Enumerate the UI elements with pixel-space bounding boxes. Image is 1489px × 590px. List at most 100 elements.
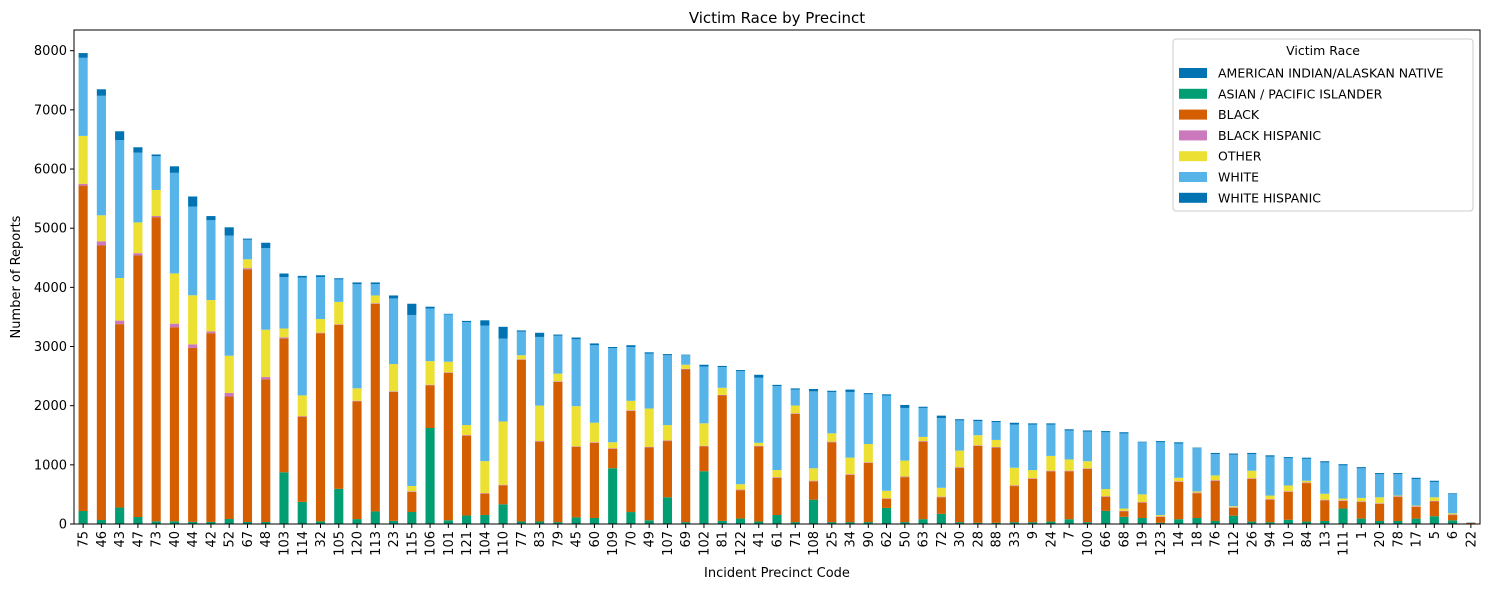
bar-76-series-5 <box>1210 454 1220 476</box>
bar-102-series-3 <box>699 445 709 447</box>
bar-63-series-5 <box>918 407 928 437</box>
bar-1-series-3 <box>1356 501 1366 503</box>
bar-9-series-5 <box>1028 424 1038 471</box>
bar-114-series-4 <box>297 395 307 417</box>
bar-60-series-5 <box>589 345 599 423</box>
bar-49-series-5 <box>644 353 654 409</box>
y-tick-label: 2000 <box>34 399 67 414</box>
bar-17-series-1 <box>1411 518 1421 524</box>
bar-52-series-3 <box>224 392 234 397</box>
bar-41-series-1 <box>754 521 764 524</box>
bar-90-series-2 <box>863 462 873 523</box>
bar-23-series-1 <box>388 520 399 524</box>
bar-69-series-1 <box>681 522 691 524</box>
x-tick-label: 113 <box>369 531 384 556</box>
x-tick-label: 79 <box>551 531 566 548</box>
bar-77-series-6 <box>516 330 526 332</box>
bar-103-series-4 <box>279 328 289 338</box>
bar-42-series-3 <box>206 331 216 334</box>
bar-105-series-3 <box>334 324 344 325</box>
bar-78-series-1 <box>1393 520 1403 524</box>
bar-100-series-6 <box>1082 430 1092 432</box>
legend: Victim Race AMERICAN INDIAN/ALASKAN NATI… <box>1172 38 1474 212</box>
bar-70-series-4 <box>626 400 636 411</box>
bar-46-series-5 <box>96 95 106 216</box>
bar-79-series-1 <box>553 522 563 524</box>
bar-41-series-4 <box>754 442 764 446</box>
bar-83-series-5 <box>535 336 545 406</box>
bar-10-series-5 <box>1283 458 1293 486</box>
bar-6-series-1 <box>1448 520 1458 524</box>
x-tick-label: 123 <box>1154 531 1169 556</box>
bar-28-series-5 <box>973 421 983 436</box>
bar-75-series-2 <box>78 185 88 511</box>
bar-19-series-6 <box>1137 441 1147 443</box>
bar-67-series-4 <box>242 259 253 269</box>
x-tick-label: 83 <box>533 531 548 548</box>
bar-28-series-2 <box>973 445 983 523</box>
x-tick-label: 71 <box>789 531 804 548</box>
x-tick-label: 30 <box>953 531 968 548</box>
bar-76-series-2 <box>1210 480 1220 521</box>
x-tick-label: 66 <box>1099 531 1114 548</box>
x-tick-label: 121 <box>460 531 475 556</box>
bar-32-series-3 <box>315 332 326 334</box>
bar-88-series-2 <box>991 447 1001 523</box>
x-axis-label: Incident Precinct Code <box>704 566 850 581</box>
bar-63-series-4 <box>918 436 928 442</box>
bar-79-series-6 <box>553 334 563 336</box>
x-tick-label: 110 <box>497 531 512 556</box>
bar-107-series-5 <box>662 355 673 426</box>
bar-45-series-5 <box>571 339 581 407</box>
bar-40-series-3 <box>169 323 179 328</box>
bar-120-series-1 <box>352 519 362 524</box>
bar-66-series-3 <box>1101 496 1111 497</box>
bar-75-series-4 <box>78 135 88 184</box>
legend-label: WHITE HISPANIC <box>1218 190 1321 205</box>
bar-20-series-5 <box>1375 474 1385 498</box>
bar-25-series-2 <box>827 442 837 523</box>
legend-label: ASIAN / PACIFIC ISLANDER <box>1218 86 1383 101</box>
bar-40-series-5 <box>169 172 179 274</box>
bar-106-series-6 <box>425 306 435 309</box>
bar-62-series-3 <box>881 498 892 500</box>
bar-111-series-5 <box>1338 465 1348 499</box>
bar-30-series-6 <box>955 419 965 421</box>
bar-66-series-5 <box>1101 432 1111 490</box>
bar-78-series-2 <box>1393 496 1403 521</box>
bar-20-series-6 <box>1375 473 1385 475</box>
bar-17-series-4 <box>1411 505 1421 507</box>
bar-19-series-4 <box>1137 494 1147 503</box>
bar-43-series-3 <box>115 320 125 325</box>
bar-6-series-3 <box>1448 514 1458 516</box>
bar-61-series-3 <box>772 477 782 478</box>
bar-14-series-4 <box>1174 477 1184 482</box>
bar-102-series-6 <box>699 364 709 367</box>
bar-48-series-3 <box>261 377 271 380</box>
bar-104-series-2 <box>480 493 490 515</box>
bar-41-series-3 <box>754 445 764 447</box>
legend-swatch <box>1179 68 1207 78</box>
bar-42-series-6 <box>206 216 216 221</box>
bar-18-series-6 <box>1192 447 1202 449</box>
bar-107-series-4 <box>662 425 673 441</box>
bar-49-series-2 <box>644 447 654 521</box>
bar-50-series-4 <box>900 460 910 477</box>
bar-44-series-5 <box>188 206 198 296</box>
bar-28-series-4 <box>973 435 983 446</box>
bar-62-series-1 <box>881 507 892 524</box>
bar-107-series-6 <box>662 354 673 356</box>
bar-9-series-3 <box>1028 478 1038 479</box>
bar-120-series-4 <box>352 388 362 401</box>
bar-19-series-1 <box>1137 518 1147 524</box>
bar-102-series-4 <box>699 423 709 446</box>
bar-75-series-6 <box>78 53 88 58</box>
bar-101-series-2 <box>443 372 453 521</box>
bar-44-series-3 <box>188 344 198 348</box>
bar-24-series-6 <box>1046 423 1056 425</box>
bar-84-series-4 <box>1301 480 1312 483</box>
bar-34-series-2 <box>845 474 855 523</box>
bar-5-series-5 <box>1429 481 1439 498</box>
y-axis: 0 1000 2000 3000 4000 5000 6000 7000 8000 <box>34 44 74 533</box>
